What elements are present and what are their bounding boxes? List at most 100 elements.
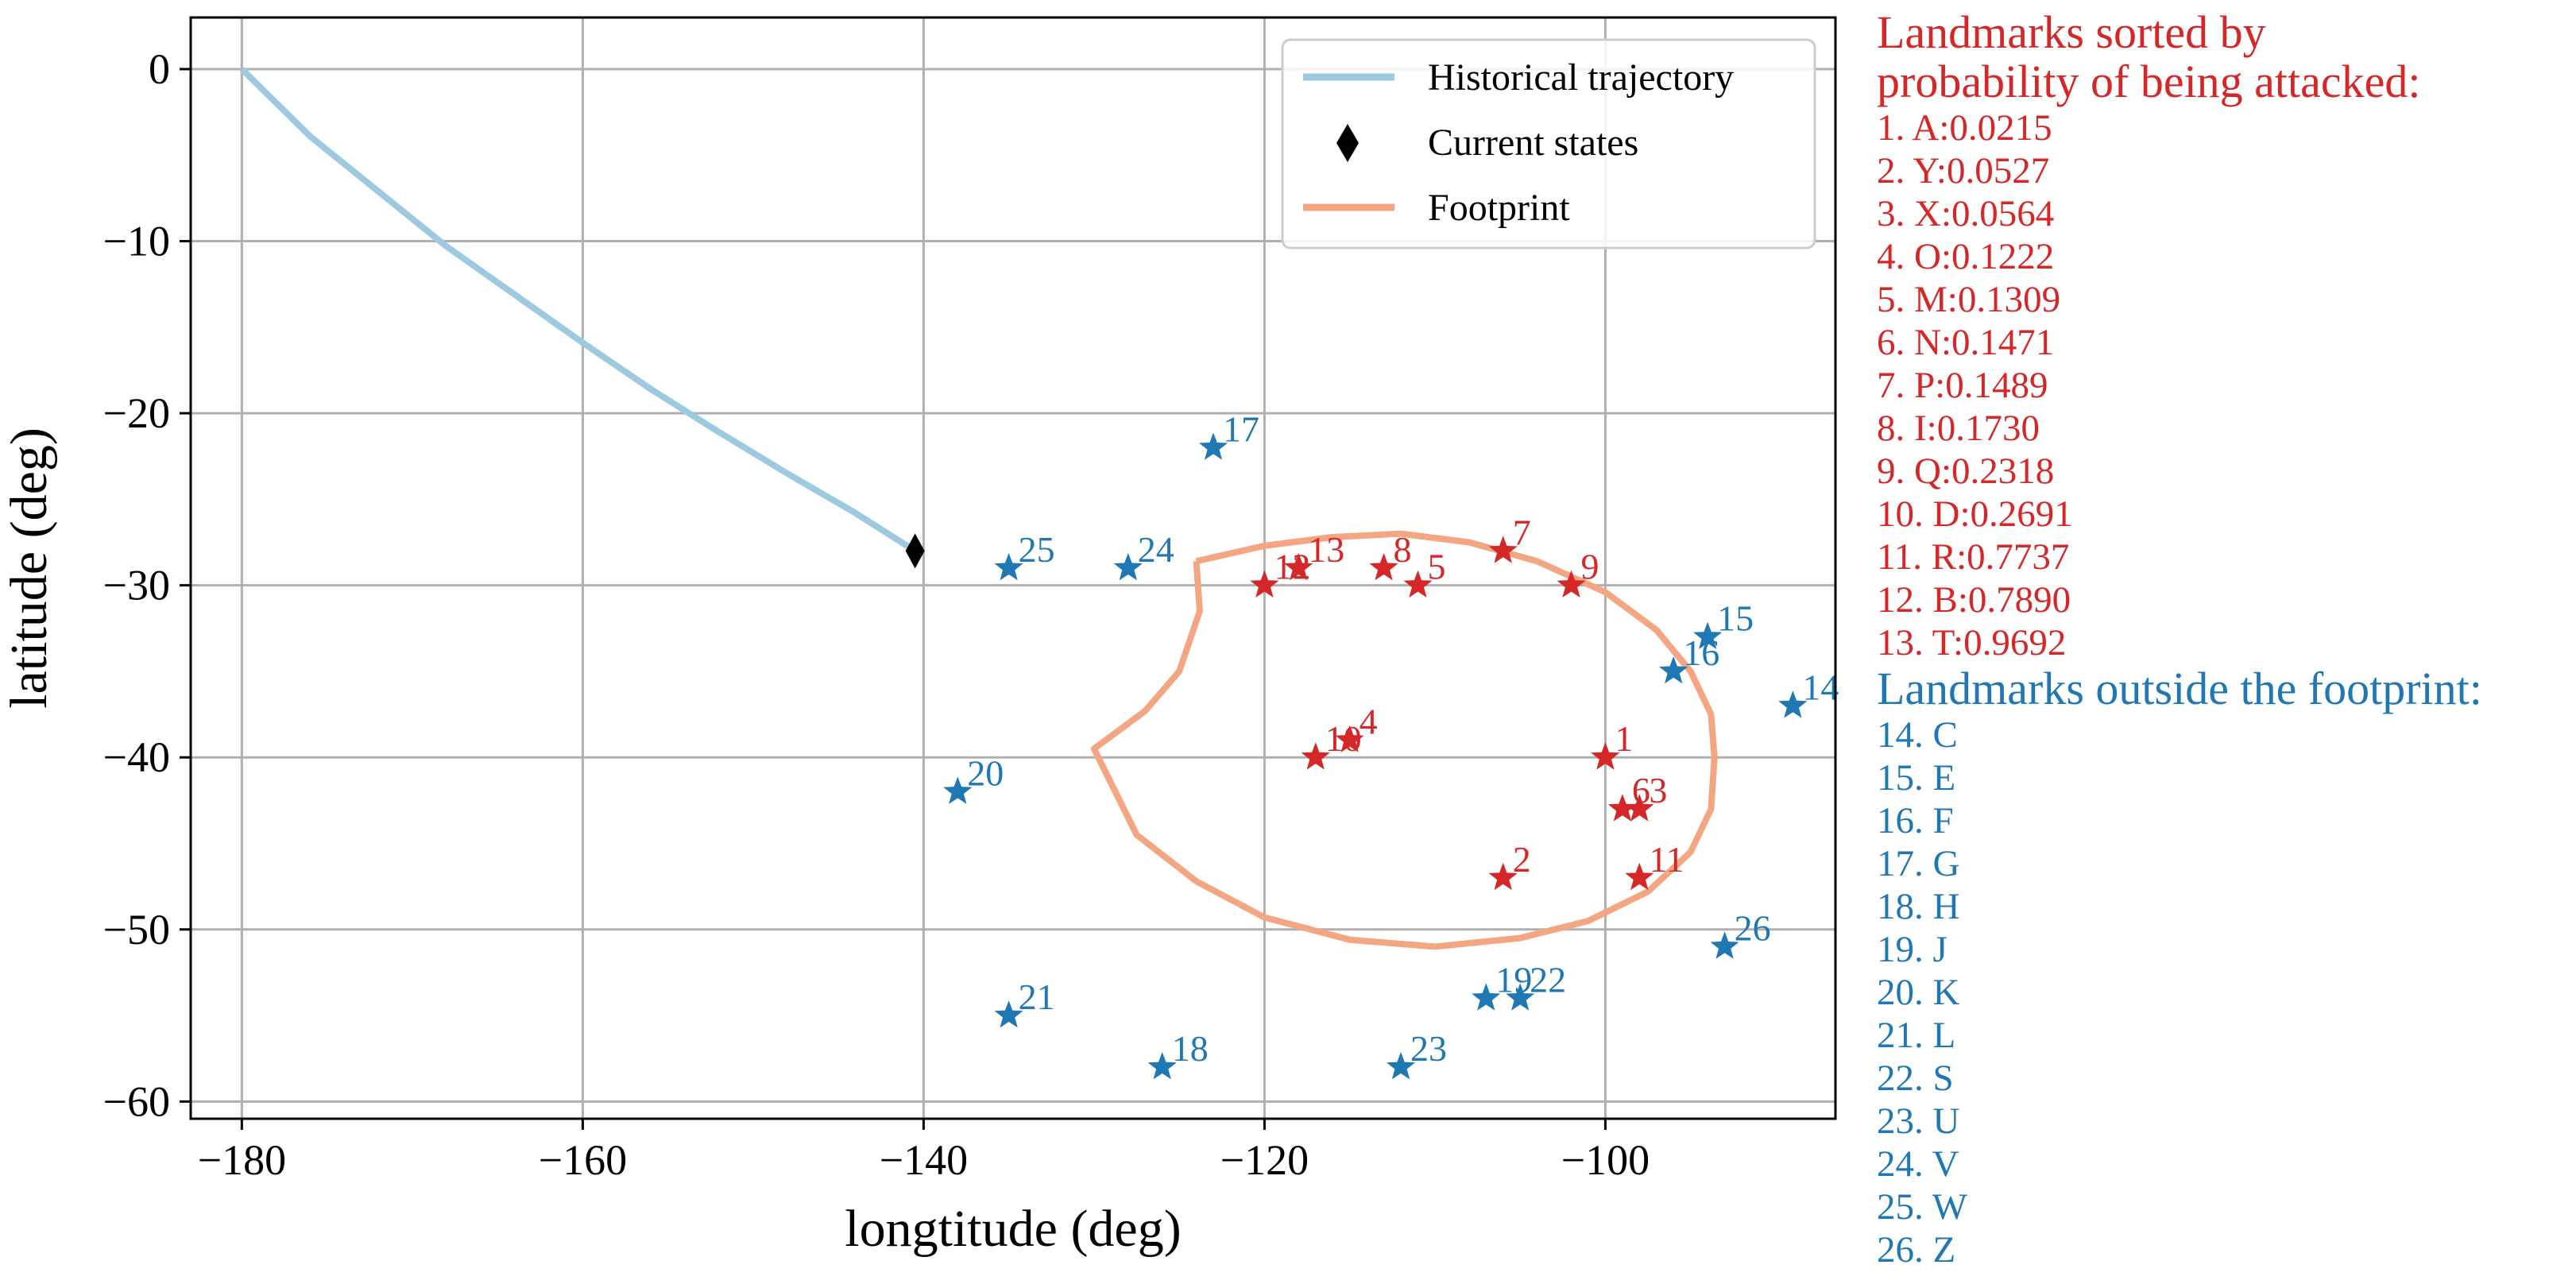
inside-landmark-label: 5 xyxy=(1427,547,1445,587)
outside-title: Landmarks outside the footprint: xyxy=(1877,663,2482,714)
inside-item: 10. D:0.2691 xyxy=(1877,493,2073,535)
legend: Historical trajectory Current states Foo… xyxy=(1281,38,1816,249)
outside-item: 19. J xyxy=(1877,929,1947,970)
outside-item: 14. C xyxy=(1877,714,1958,756)
outside-landmark-label: 14 xyxy=(1802,667,1839,707)
chart: 1234567891011121314151617181920212223242… xyxy=(0,16,1839,1258)
outside-landmark-label: 26 xyxy=(1735,907,1771,948)
outside-landmark-label: 15 xyxy=(1717,598,1754,639)
inside-item: 1. A:0.0215 xyxy=(1877,107,2052,149)
inside-landmark-label: 11 xyxy=(1649,839,1684,880)
inside-item: 9. Q:0.2318 xyxy=(1877,451,2055,492)
legend-box xyxy=(1281,38,1816,249)
inside-landmark-label: 9 xyxy=(1581,547,1599,587)
inside-item: 4. O:0.1222 xyxy=(1877,236,2055,277)
inside-landmark-star xyxy=(1625,794,1654,822)
outside-landmark-star xyxy=(1710,931,1739,959)
inside-item: 2. Y:0.0527 xyxy=(1877,150,2050,191)
inside-landmark-label: 8 xyxy=(1394,529,1412,570)
outside-landmark-star xyxy=(1147,1052,1177,1080)
inside-landmark-label: 7 xyxy=(1513,512,1531,552)
y-tick-label: −10 xyxy=(103,218,170,265)
outside-item: 24. V xyxy=(1877,1143,1959,1185)
legend-label-current: Current states xyxy=(1428,122,1638,164)
outside-landmark-label: 19 xyxy=(1495,959,1532,1000)
outside-landmark-star xyxy=(1199,432,1228,460)
legend-label-trajectory: Historical trajectory xyxy=(1428,56,1734,99)
outside-item: 17. G xyxy=(1877,843,1960,884)
x-tick-label: −160 xyxy=(539,1136,627,1184)
inside-item: 3. X:0.0564 xyxy=(1877,193,2055,234)
axis-ticks: −180 −160 −140 −120 −100 0 −10 −20 −30 −40 −50 −60 xyxy=(103,45,1650,1184)
legend-current-diamond-icon xyxy=(1336,124,1359,162)
inside-landmark-star xyxy=(1625,862,1654,891)
inside-landmark-label: 10 xyxy=(1325,718,1362,759)
y-tick-label: −40 xyxy=(103,733,170,781)
inside-landmark-label: 6 xyxy=(1632,770,1650,810)
outside-landmark-label: 20 xyxy=(967,753,1004,794)
y-tick-label: −30 xyxy=(103,562,170,609)
x-tick-label: −100 xyxy=(1561,1136,1650,1184)
current-state-marker xyxy=(905,533,925,569)
landmark-legend-panel: Landmarks sorted by probability of being… xyxy=(1877,8,2576,1271)
outside-item: 25. W xyxy=(1877,1186,1968,1228)
x-tick-label: −140 xyxy=(880,1136,968,1184)
outside-landmark-label: 16 xyxy=(1683,632,1719,673)
outside-item: 21. L xyxy=(1877,1015,1956,1056)
legend-label-footprint: Footprint xyxy=(1428,187,1570,229)
inside-landmark-star xyxy=(1250,570,1279,598)
outside-landmark-label: 24 xyxy=(1138,529,1174,570)
outside-landmark-star xyxy=(994,553,1023,581)
inside-landmark-label: 3 xyxy=(1649,770,1667,810)
inside-landmark-star xyxy=(1591,742,1620,770)
inside-item: 5. M:0.1309 xyxy=(1877,279,2061,320)
inside-item: 8. I:0.1730 xyxy=(1877,408,2040,449)
inside-landmark-label: 2 xyxy=(1513,839,1531,880)
inside-item: 12. B:0.7890 xyxy=(1877,579,2071,621)
outside-landmark-label: 17 xyxy=(1223,408,1259,449)
inside-title-line-1: Landmarks sorted by xyxy=(1877,6,2266,58)
outside-item: 16. F xyxy=(1877,800,1954,841)
grid xyxy=(191,17,1835,1119)
inside-title-line-2: probability of being attacked: xyxy=(1877,56,2421,107)
outside-landmark-star xyxy=(1386,1052,1416,1080)
inside-item: 11. R:0.7737 xyxy=(1877,536,2070,578)
plot-frame xyxy=(189,16,1837,1120)
series: 1234567891011121314151617181920212223242… xyxy=(239,67,1839,1080)
y-tick-label: 0 xyxy=(149,45,170,93)
inside-landmark-star xyxy=(1607,794,1637,822)
outside-landmark-star xyxy=(1778,690,1808,718)
trajectory-line xyxy=(239,67,917,554)
outside-landmark-label: 22 xyxy=(1530,959,1566,1000)
x-tick-label: −120 xyxy=(1220,1136,1309,1184)
inside-landmark-star xyxy=(1335,725,1364,752)
x-axis-label: longtitude (deg) xyxy=(845,1200,1181,1258)
outside-item: 15. E xyxy=(1877,757,1956,799)
y-tick-label: −60 xyxy=(103,1077,170,1125)
outside-landmark-star xyxy=(1472,983,1501,1011)
outside-landmark-star xyxy=(1693,621,1723,649)
inside-item: 13. T:0.9692 xyxy=(1877,622,2067,663)
inside-landmark-star xyxy=(1488,536,1518,563)
inside-landmark-star xyxy=(1403,570,1433,598)
outside-landmark-label: 21 xyxy=(1019,977,1055,1017)
inside-landmark-label: 1 xyxy=(1615,718,1633,759)
x-tick-label: −180 xyxy=(198,1136,286,1184)
outside-landmark-label: 18 xyxy=(1172,1028,1209,1069)
outside-landmark-star xyxy=(1113,553,1143,581)
outside-landmark-label: 25 xyxy=(1019,529,1055,570)
outside-landmark-star xyxy=(994,1000,1023,1028)
y-axis-label: latitude (deg) xyxy=(0,427,58,709)
outside-landmark-star xyxy=(1659,656,1688,684)
inside-landmark-star xyxy=(1301,742,1330,770)
inside-landmark-star xyxy=(1488,862,1518,891)
y-tick-label: −20 xyxy=(103,389,170,437)
outside-item: 26. Z xyxy=(1877,1229,1956,1270)
inside-landmark-star xyxy=(1284,553,1313,581)
outside-item: 23. U xyxy=(1877,1100,1960,1142)
outside-item: 22. S xyxy=(1877,1058,1954,1099)
inside-landmark-label: 13 xyxy=(1308,529,1344,570)
inside-landmark-label: 4 xyxy=(1360,702,1378,742)
inside-landmark-star xyxy=(1369,553,1398,581)
outside-landmark-star xyxy=(1506,983,1535,1011)
